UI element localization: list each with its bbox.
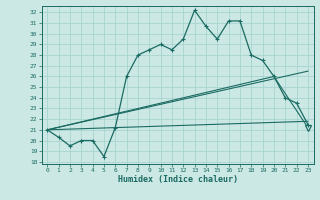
X-axis label: Humidex (Indice chaleur): Humidex (Indice chaleur) [118,175,237,184]
